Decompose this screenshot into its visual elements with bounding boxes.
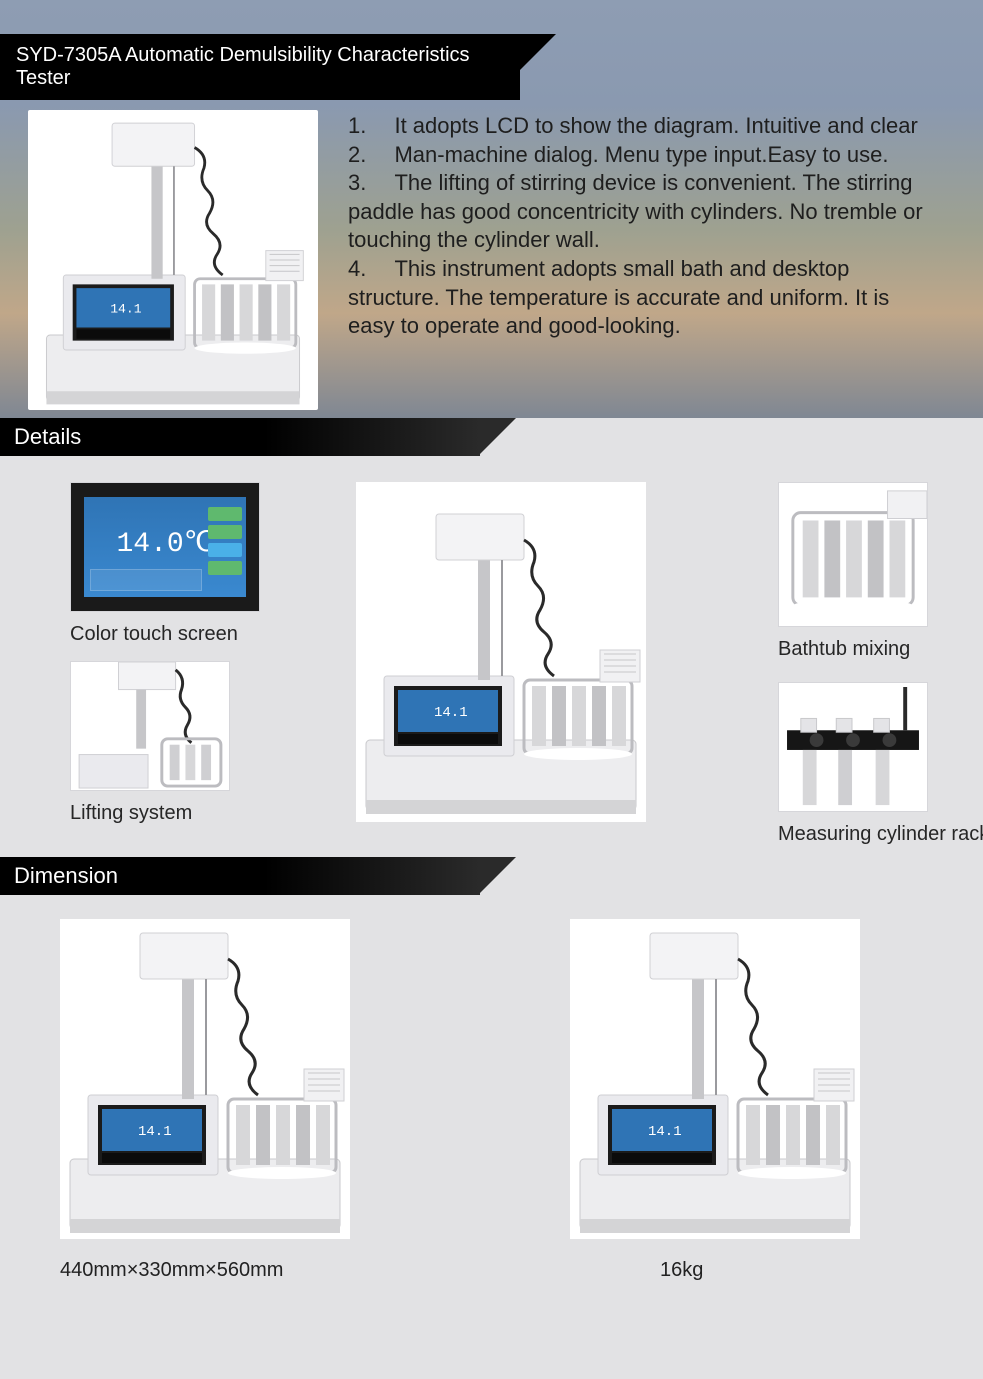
caption-rack: Measuring cylinder rack — [778, 822, 983, 847]
caption-lifting: Lifting system — [70, 801, 320, 826]
dim-weight-text: 16kg — [570, 1259, 860, 1282]
thumb-lifting-system — [70, 661, 230, 791]
feature-1: 1. It adopts LCD to show the diagram. In… — [348, 112, 938, 141]
section-header-dimension: Dimension — [0, 857, 480, 895]
dim-image-size — [60, 919, 350, 1239]
section-header-details: Details — [0, 418, 480, 456]
thumb-main-instrument — [356, 482, 646, 822]
caption-touch-screen: Color touch screen — [70, 622, 320, 647]
details-label: Details — [14, 424, 81, 449]
dim-image-weight — [570, 919, 860, 1239]
details-grid: 14.0℃ Color touch screen Lifting system … — [0, 456, 983, 857]
thumb-rack — [778, 682, 928, 812]
feature-3: 3. The lifting of stirring device is con… — [348, 169, 938, 255]
dim-size-text: 440mm×330mm×560mm — [60, 1259, 350, 1282]
dimension-label: Dimension — [14, 863, 118, 888]
feature-4: 4. This instrument adopts small bath and… — [348, 255, 938, 341]
dimension-row: 440mm×330mm×560mm 16kg — [0, 895, 983, 1310]
thumb-bathtub — [778, 482, 928, 627]
feature-list: 1. It adopts LCD to show the diagram. In… — [348, 110, 938, 410]
lcd-temperature: 14.0℃ — [116, 525, 215, 560]
hero-product-image — [28, 110, 318, 410]
feature-2: 2. Man-machine dialog. Menu type input.E… — [348, 141, 938, 170]
title-text: SYD-7305A Automatic Demulsibility Charac… — [16, 44, 470, 89]
hero-section: SYD-7305A Automatic Demulsibility Charac… — [0, 0, 983, 418]
caption-bathtub: Bathtub mixing — [778, 637, 983, 662]
page-title: SYD-7305A Automatic Demulsibility Charac… — [0, 34, 520, 100]
thumb-touch-screen: 14.0℃ — [70, 482, 260, 612]
